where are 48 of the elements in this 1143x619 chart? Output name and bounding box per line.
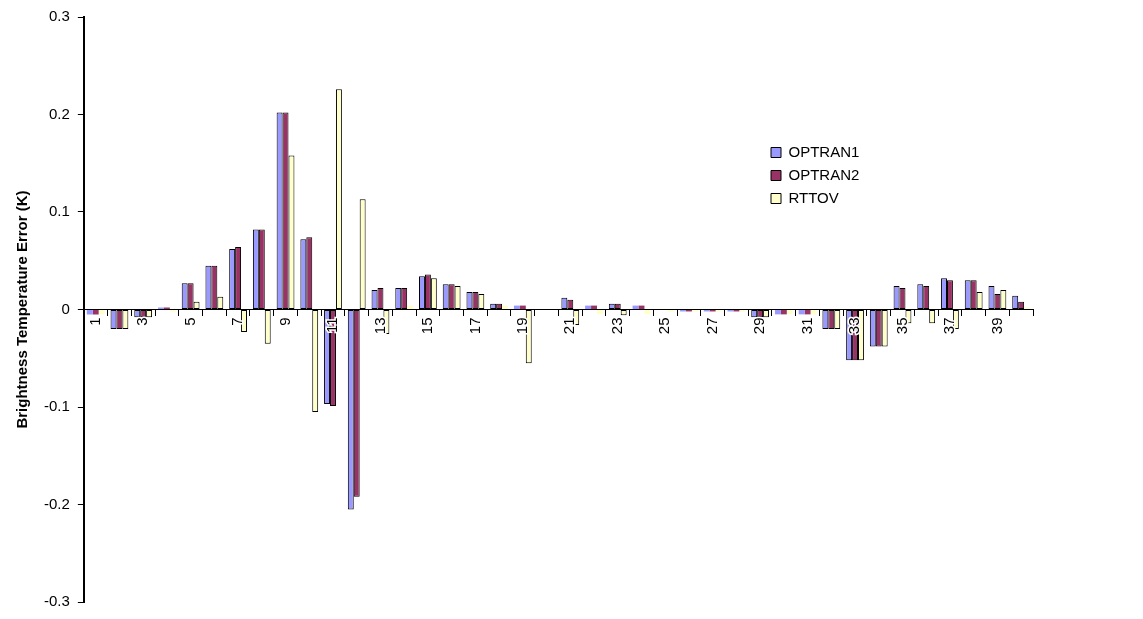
x-tick-label: 7 [228, 317, 246, 326]
bar [798, 310, 805, 315]
bar [786, 310, 793, 315]
legend-label: OPTRAN2 [788, 165, 860, 183]
x-tick-label: 31 [797, 317, 815, 335]
bar [98, 310, 105, 315]
x-tick-label: 11 [323, 317, 341, 334]
x-tick-label: 17 [465, 317, 483, 335]
x-tick-label: 15 [418, 317, 436, 335]
x-tick-label: 27 [702, 317, 720, 335]
x-tick-label: 25 [655, 317, 673, 335]
x-tick-label: 35 [892, 317, 910, 335]
y-tick-label: -0.3 [43, 592, 70, 610]
x-tick-label: 33 [845, 317, 863, 335]
bar [92, 310, 99, 315]
x-tick-label: 19 [512, 317, 530, 335]
y-tick-label: 0 [61, 299, 70, 317]
bar [407, 305, 414, 309]
legend-label: OPTRAN1 [788, 142, 860, 160]
legend-label: RTTOV [788, 188, 839, 206]
bar [596, 310, 603, 315]
y-tick-label: 0.1 [48, 202, 70, 220]
y-tick-label: -0.2 [43, 494, 70, 512]
x-tick-label: 21 [560, 317, 578, 335]
x-tick-label: 23 [607, 317, 625, 335]
bar [502, 305, 508, 309]
y-axis-title: Brightness Temperature Error (K) [13, 190, 31, 429]
x-tick-label: 37 [940, 317, 958, 335]
x-tick-label: 29 [750, 317, 768, 335]
x-tick-label: 9 [275, 317, 293, 326]
bar [86, 310, 93, 315]
bar [632, 305, 639, 309]
y-tick-label: 0.2 [48, 104, 70, 122]
bar [519, 305, 526, 309]
y-tick-label: 0.3 [48, 7, 70, 25]
x-tick-label: 39 [987, 317, 1005, 335]
bar [644, 310, 651, 315]
bar [513, 305, 520, 309]
bar [804, 310, 811, 315]
bar [774, 310, 781, 315]
bar [780, 310, 787, 315]
y-tick-label: -0.1 [43, 397, 70, 415]
x-tick-label: 3 [133, 317, 151, 326]
x-tick-label: 13 [370, 317, 388, 335]
bar [585, 305, 592, 309]
x-tick-label: 5 [180, 317, 198, 326]
x-tick-label: 1 [85, 317, 103, 326]
bar [591, 305, 597, 309]
